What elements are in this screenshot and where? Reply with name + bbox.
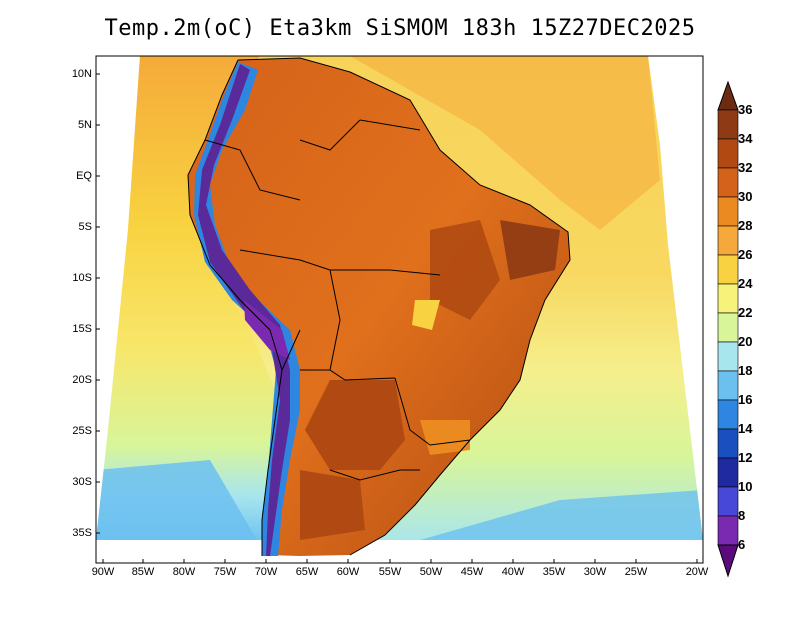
country-borders (187, 57, 571, 556)
colorbar-label: 24 (738, 276, 753, 291)
colorbar-label: 10 (738, 479, 753, 494)
lon-label: 30W (583, 566, 607, 578)
colorbar-label: 18 (738, 363, 753, 378)
colorbar-label: 12 (738, 450, 753, 465)
lat-label: 25S (72, 425, 92, 437)
colorbar-bottom-arrow (717, 544, 739, 578)
colorbar-label: 8 (738, 508, 746, 523)
colorbar (717, 80, 739, 578)
lon-label: 70W (254, 566, 278, 578)
lat-label: 15S (72, 323, 92, 335)
lon-label: 55W (378, 566, 402, 578)
colorbar-label: 14 (738, 421, 753, 436)
map-frame (95, 55, 704, 564)
lat-label: 20S (72, 374, 92, 386)
colorbar-label: 28 (738, 218, 753, 233)
lon-label: 45W (460, 566, 484, 578)
lon-label: 60W (336, 566, 360, 578)
lon-label: 25W (624, 566, 648, 578)
colorbar-label: 6 (738, 537, 746, 552)
colorbar-label: 34 (738, 131, 753, 146)
lon-label: 85W (131, 566, 155, 578)
continent-land (188, 58, 570, 556)
lat-label: 5N (77, 119, 92, 131)
colorbar-label: 30 (738, 189, 753, 204)
lon-label: 40W (501, 566, 525, 578)
lon-label: 90W (91, 566, 115, 578)
lat-label: 10S (72, 272, 92, 284)
colorbar-label: 32 (738, 160, 753, 175)
lat-label: 35S (72, 527, 92, 539)
colorbar-label: 36 (738, 102, 753, 117)
lon-label: 65W (295, 566, 319, 578)
lon-label: 20W (685, 566, 709, 578)
colorbar-top-arrow (717, 80, 739, 111)
lat-label: 30S (72, 476, 92, 488)
lon-label: 80W (172, 566, 196, 578)
lon-label: 50W (419, 566, 443, 578)
map-title: Temp.2m(oC) Eta3km SiSMOM 183h 15Z27DEC2… (104, 16, 696, 41)
lat-label: 10N (71, 68, 92, 80)
colorbar-label: 22 (738, 305, 753, 320)
colorbar-label: 26 (738, 247, 753, 262)
lon-label: 35W (542, 566, 566, 578)
colorbar-label: 20 (738, 334, 753, 349)
lat-label: EQ (76, 170, 92, 182)
colorbar-label: 16 (738, 392, 753, 407)
lat-label: 5S (78, 221, 92, 233)
lon-label: 75W (213, 566, 237, 578)
